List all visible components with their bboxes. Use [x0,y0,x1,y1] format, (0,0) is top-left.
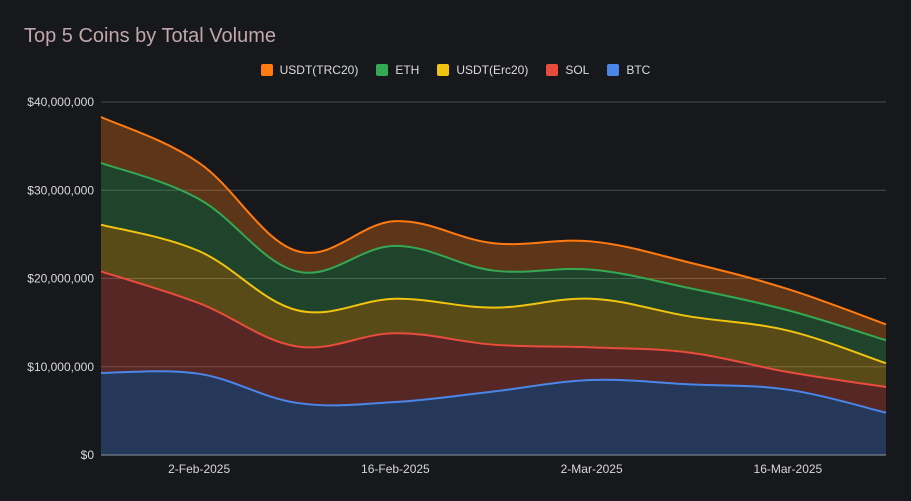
legend-label: USDT(Erc20) [456,63,529,77]
legend-swatch [376,64,389,76]
legend-label: USDT(TRC20) [279,63,359,77]
x-tick-label: 2-Mar-2025 [561,462,623,476]
area-usdt-trc20- [101,117,886,341]
x-tick-label: 16-Feb-2025 [361,462,430,476]
legend-item-usdt-erc20-[interactable]: USDT(Erc20) [437,63,528,77]
legend-swatch [437,64,450,76]
chart-legend: USDT(TRC20) ETH USDT(Erc20) SOL BTC [0,63,911,77]
area-sol [101,271,886,413]
legend-swatch [607,64,620,76]
legend-label: ETH [395,63,420,77]
y-tick-label: $30,000,000 [27,183,94,197]
y-tick-label: $10,000,000 [27,360,94,374]
legend-item-btc[interactable]: BTC [607,63,650,77]
legend-label: SOL [565,63,590,77]
legend-swatch [546,64,559,76]
series-line-eth [100,161,887,342]
series-line-usdt-trc20- [100,116,887,326]
legend-item-usdt-trc20-[interactable]: USDT(TRC20) [260,63,359,77]
y-tick-label: $0 [81,448,95,462]
area-eth [101,162,886,364]
legend-item-eth[interactable]: ETH [376,63,419,77]
area-btc [101,371,886,455]
y-tick-label: $40,000,000 [27,95,94,109]
legend-item-sol[interactable]: SOL [546,63,589,77]
x-tick-label: 16-Mar-2025 [754,462,823,476]
legend-label: BTC [626,63,651,77]
legend-swatch [260,64,273,76]
x-tick-label: 2-Feb-2025 [168,462,230,476]
series-line-sol [100,270,887,389]
y-tick-label: $20,000,000 [27,272,94,286]
chart-title: Top 5 Coins by Total Volume [24,25,277,47]
